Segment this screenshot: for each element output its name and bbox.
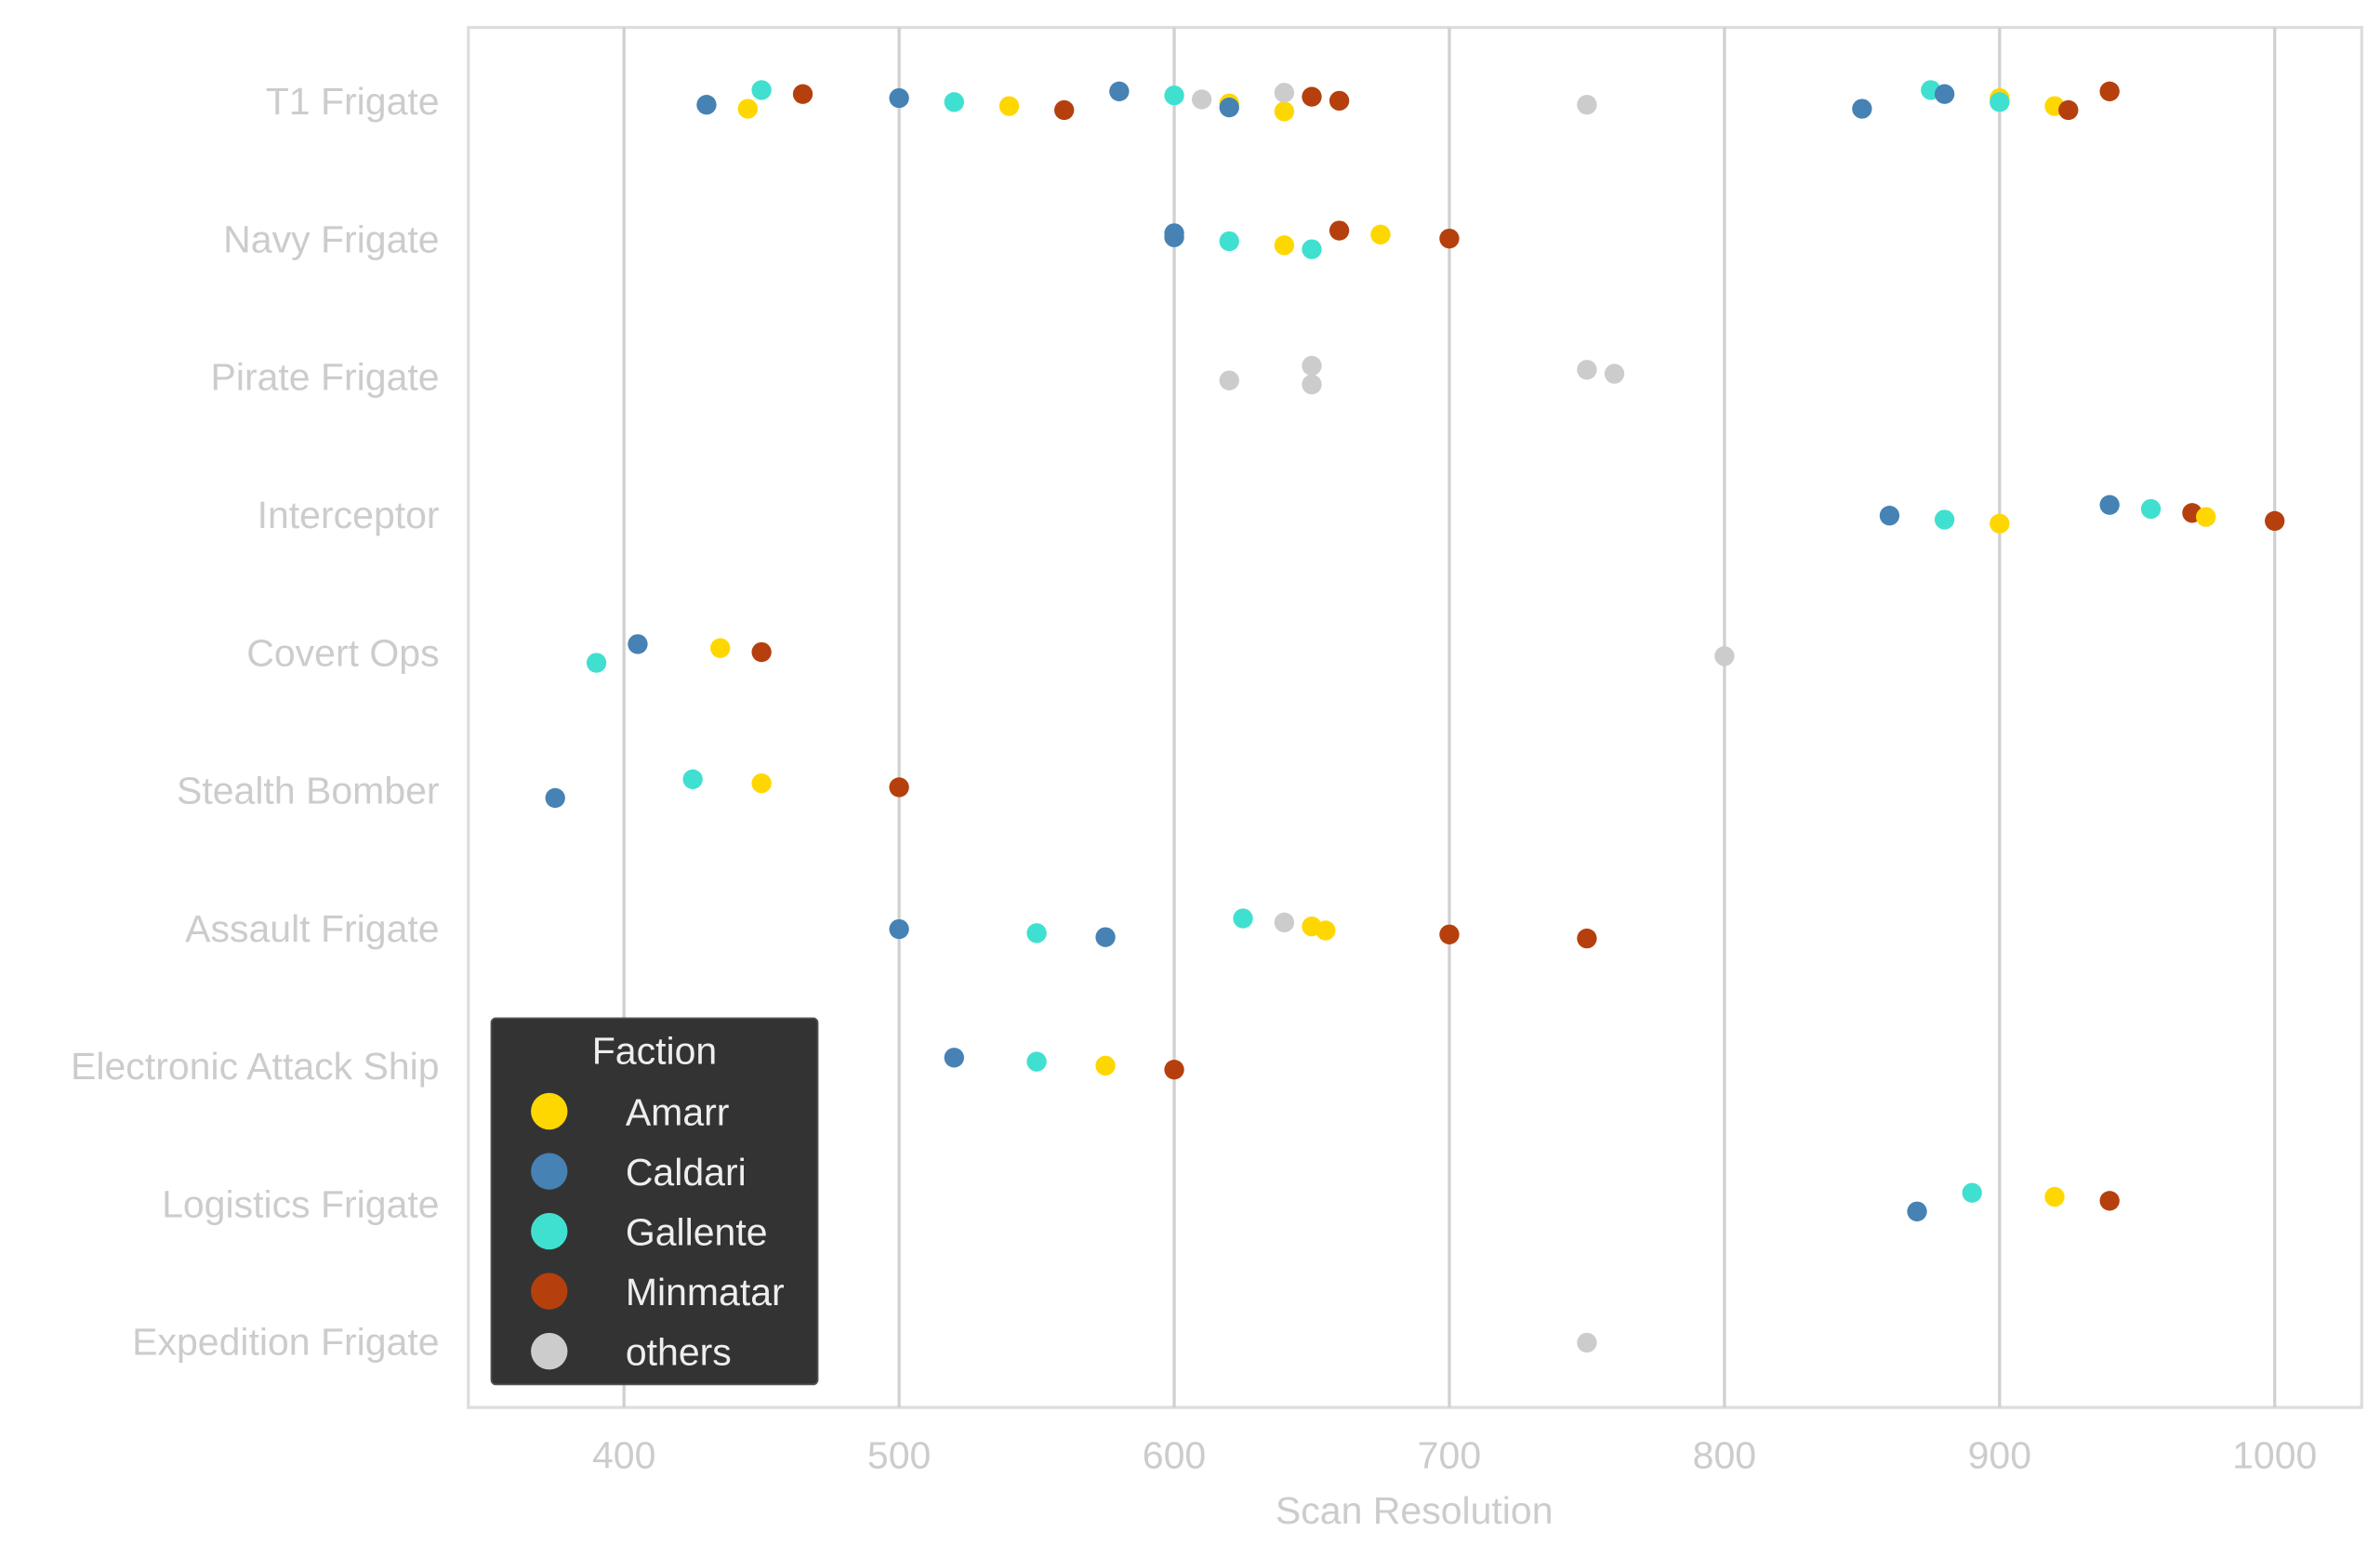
data-point-others — [1302, 355, 1322, 376]
data-point-others — [1302, 374, 1322, 395]
data-point-gallente — [1026, 1051, 1047, 1072]
legend-box — [490, 1017, 819, 1386]
legend-label: Caldari — [626, 1151, 747, 1194]
data-point-caldari — [1109, 81, 1130, 101]
y-tick-label: Navy Frigate — [223, 218, 439, 260]
data-point-minmatar — [1329, 220, 1350, 241]
data-point-others — [1577, 95, 1597, 115]
x-tick-label: 500 — [867, 1434, 931, 1477]
data-point-gallente — [1026, 923, 1047, 943]
data-point-others — [1191, 89, 1212, 110]
y-tick-label: Covert Ops — [246, 631, 439, 674]
data-point-caldari — [545, 787, 565, 809]
data-point-gallente — [682, 769, 703, 789]
data-point-caldari — [1879, 506, 1900, 526]
data-point-minmatar — [2058, 99, 2079, 121]
data-point-minmatar — [1577, 928, 1597, 949]
data-point-minmatar — [792, 84, 813, 104]
data-point-gallente — [944, 92, 964, 112]
data-point-amarr — [751, 772, 772, 794]
y-tick-label: Pirate Frigate — [210, 356, 439, 399]
y-tick-label: Stealth Bomber — [177, 770, 440, 812]
data-point-gallente — [1934, 509, 1955, 530]
legend-label: Gallente — [626, 1210, 768, 1253]
legend-marker-gallente — [531, 1212, 568, 1250]
legend-marker-minmatar — [531, 1273, 568, 1310]
data-point-amarr — [1274, 235, 1295, 256]
legend-label: Amarr — [626, 1090, 730, 1133]
y-tick-label: T1 Frigate — [266, 80, 440, 123]
y-tick-label: Interceptor — [258, 494, 440, 536]
data-point-minmatar — [751, 641, 772, 663]
data-point-amarr — [710, 638, 731, 658]
data-point-caldari — [696, 95, 717, 115]
legend: Faction Amarr Caldari Gallente Minmatar othe… — [490, 1017, 819, 1386]
data-point-amarr — [2196, 507, 2216, 527]
y-tick-label: Logistics Frigate — [162, 1182, 440, 1225]
data-point-others — [1714, 646, 1735, 666]
data-point-caldari — [1852, 99, 1872, 119]
data-point-amarr — [1274, 101, 1295, 122]
data-point-minmatar — [889, 777, 909, 798]
data-point-minmatar — [1439, 924, 1460, 944]
legend-label: Minmatar — [626, 1271, 785, 1313]
data-point-amarr — [2044, 1186, 2065, 1207]
data-point-minmatar — [1439, 228, 1460, 249]
data-point-gallente — [2140, 498, 2162, 520]
data-point-gallente — [1302, 239, 1322, 259]
data-point-amarr — [1095, 1055, 1116, 1076]
data-point-others — [1274, 912, 1295, 933]
data-point-gallente — [751, 80, 772, 100]
data-point-minmatar — [1053, 99, 1075, 121]
legend-label: others — [626, 1330, 732, 1373]
data-point-gallente — [1219, 231, 1239, 252]
x-tick-label: 400 — [592, 1434, 655, 1477]
data-point-gallente — [1990, 92, 2010, 112]
legend-title: Faction — [592, 1030, 717, 1073]
data-point-minmatar — [2099, 81, 2120, 101]
y-tick-label: Assault Frigate — [185, 907, 439, 950]
data-point-minmatar — [2099, 1191, 2120, 1211]
data-point-minmatar — [1302, 86, 1322, 107]
x-tick-label: 900 — [1968, 1434, 2031, 1477]
x-axis-label: Scan Resolution — [1276, 1489, 1554, 1532]
data-point-gallente — [1233, 908, 1253, 929]
data-point-amarr — [998, 96, 1020, 116]
data-point-caldari — [1907, 1201, 1927, 1221]
y-tick-label: Electronic Attack Ship — [71, 1045, 440, 1088]
data-point-caldari — [1219, 97, 1239, 118]
data-point-amarr — [1990, 513, 2010, 534]
data-point-amarr — [1316, 920, 1336, 941]
data-point-others — [1604, 363, 1625, 384]
data-point-caldari — [1934, 84, 1955, 104]
data-point-minmatar — [2265, 510, 2285, 532]
data-point-gallente — [1164, 85, 1184, 106]
data-point-amarr — [1370, 224, 1391, 245]
x-tick-label: 700 — [1418, 1434, 1481, 1477]
x-tick-label: 800 — [1693, 1434, 1756, 1477]
legend-marker-others — [531, 1332, 568, 1370]
x-tick-label: 600 — [1143, 1434, 1206, 1477]
data-point-others — [1577, 1332, 1597, 1353]
y-tick-label: Expedition Frigate — [132, 1321, 439, 1364]
data-point-caldari — [889, 87, 909, 109]
data-point-caldari — [944, 1048, 964, 1068]
data-point-minmatar — [1164, 1060, 1184, 1080]
data-point-others — [1274, 83, 1295, 103]
data-point-caldari — [889, 918, 909, 940]
data-point-amarr — [737, 99, 759, 119]
data-point-caldari — [2099, 495, 2120, 515]
data-point-caldari — [1095, 927, 1116, 947]
data-point-caldari — [1164, 227, 1184, 247]
x-tick-label: 1000 — [2232, 1434, 2317, 1477]
data-point-others — [1577, 360, 1597, 380]
data-point-gallente — [1962, 1182, 1982, 1203]
legend-marker-caldari — [531, 1153, 568, 1190]
data-point-others — [1219, 370, 1239, 390]
legend-marker-amarr — [531, 1092, 568, 1130]
data-point-caldari — [628, 634, 648, 654]
data-point-gallente — [586, 653, 607, 673]
data-point-minmatar — [1329, 90, 1350, 112]
